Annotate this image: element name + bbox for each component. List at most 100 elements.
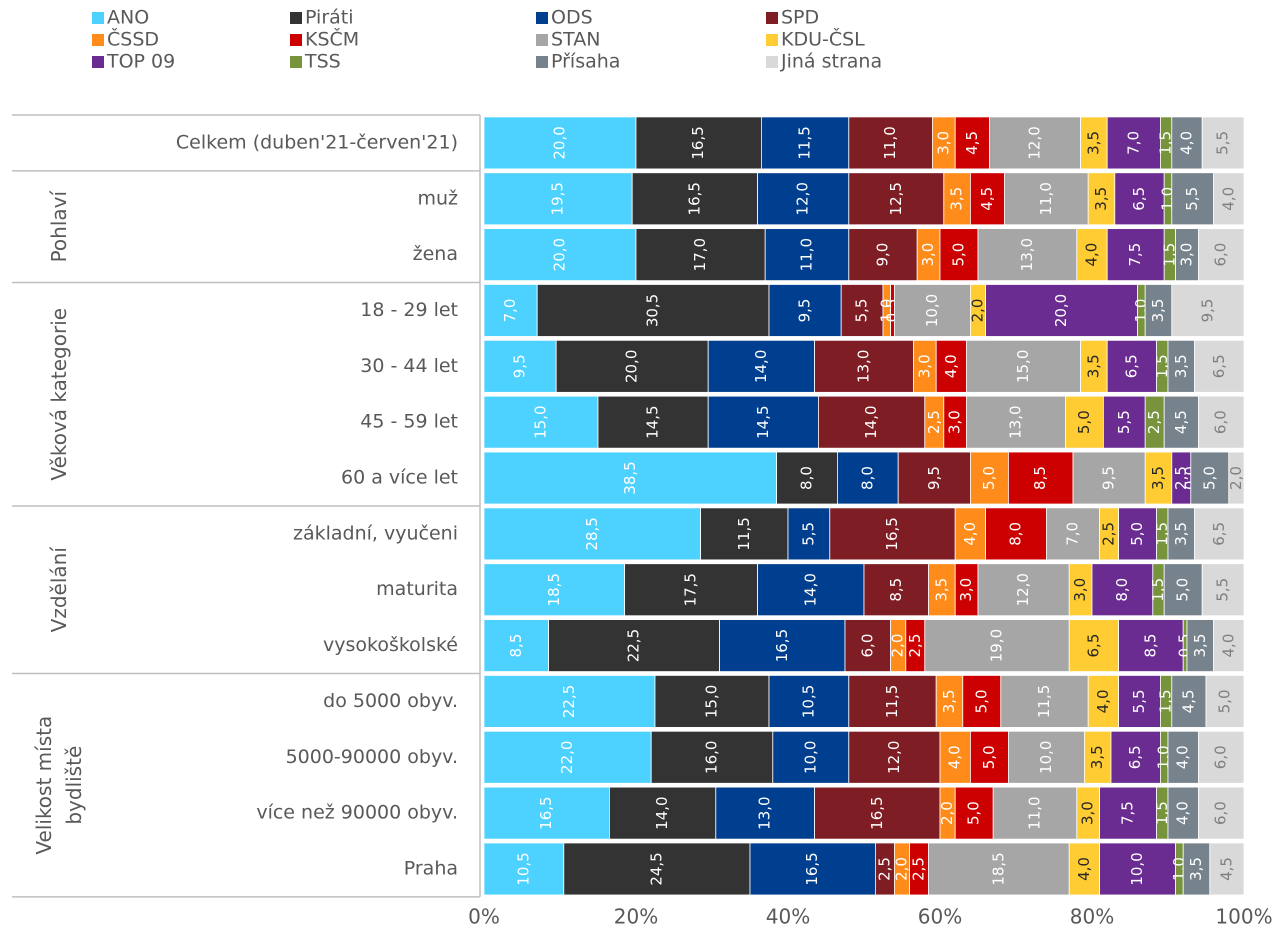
legend-label: ČSSD [107,27,159,51]
legend-label: TOP 09 [106,51,175,73]
value-label: 3,0 [946,410,964,434]
category-label: více než 90000 obyv. [256,802,458,824]
group-label: Pohlaví [47,190,71,263]
bar-segment [1008,730,1085,784]
value-label: 4,0 [1178,131,1196,155]
category-label: do 5000 obyv. [323,690,458,712]
value-label: 2,0 [969,299,987,323]
bar-segment [1198,730,1245,784]
legend-swatch [92,12,104,24]
bar-segment [897,451,971,505]
value-label: 24,5 [647,852,665,885]
bar-segment [764,228,850,282]
legend-swatch [290,56,302,68]
value-label: 6,0 [1212,801,1230,825]
bar-segment [1194,507,1245,561]
bar-segment [1118,675,1161,728]
value-label: 4,0 [946,745,964,769]
value-label: 2,0 [893,857,911,881]
bar-segment [700,507,789,561]
bar-segment [1068,619,1119,672]
value-label: 8,0 [1007,522,1025,546]
legend-label: Přísaha [551,51,620,73]
value-label: 5,0 [950,243,968,267]
bar-segment [707,339,816,393]
value-label: 5,0 [1216,689,1234,713]
bar-segment [935,675,964,728]
value-label: 7,5 [1126,243,1144,267]
value-label: 6,0 [1212,745,1230,769]
x-tick-label: 0% [468,905,500,929]
value-label: 5,0 [1174,578,1192,602]
bar-segment [1171,116,1203,170]
value-label: 4,0 [1174,745,1192,769]
bar-segment [1118,507,1157,561]
value-label: 22,0 [558,741,576,774]
bar-segment [483,786,610,840]
legend-swatch [290,12,302,24]
value-label: 3,5 [1187,857,1205,881]
bar-segment [768,284,842,337]
bar-segment [654,675,770,728]
bar-segment [992,786,1078,840]
legend-label: SPD [781,7,819,29]
value-label: 6,5 [1210,522,1228,546]
category-label: 18 - 29 let [360,299,458,321]
value-label: 5,5 [1214,131,1232,155]
value-label: 5,5 [1183,187,1201,211]
bar-segment [863,563,929,617]
value-label: 11,0 [798,238,816,271]
value-label: 22,5 [625,629,643,662]
value-label: 2,5 [925,410,943,434]
value-label: 5,5 [853,299,871,323]
bar-segment [1171,284,1245,337]
bar-segment [935,339,968,393]
value-label: 20,0 [623,350,641,383]
bar-segment [989,116,1082,170]
x-tick-label: 60% [918,905,962,929]
value-label: 12,5 [887,182,905,215]
value-label: 6,0 [1212,243,1230,267]
value-label: 8,5 [507,634,525,658]
value-label: 3,5 [1191,634,1209,658]
bar-segment [970,730,1009,784]
value-label: 5,0 [972,689,990,713]
bar-segment [1198,786,1245,840]
value-label: 20,0 [551,238,569,271]
value-label: 5,0 [1200,466,1218,490]
bar-segment [1144,284,1173,337]
value-label: 9,5 [796,299,814,323]
value-label: 14,0 [862,405,880,438]
legend-swatch [536,12,548,24]
bar-segment [1076,228,1108,282]
value-label: 16,5 [773,629,791,662]
value-label: 2,5 [1100,522,1118,546]
bar-segment [757,172,850,226]
bar-segment [1106,228,1165,282]
value-label: 28,5 [583,517,601,550]
value-label: 8,0 [858,466,876,490]
bar-segment [848,172,945,226]
bar-segment [1167,507,1196,561]
value-label: 20,0 [551,126,569,159]
category-label: Celkem (duben'21-červen'21) [176,131,458,153]
bar-segment [483,339,557,393]
bar-segment [1091,563,1154,617]
bar-segment [848,730,941,784]
legend-swatch [92,56,104,68]
value-label: 1,5 [1157,689,1175,713]
value-label: 16,5 [883,517,901,550]
value-label: 7,0 [1064,522,1082,546]
x-tick-label: 20% [614,905,658,929]
value-label: 1,5 [1153,354,1171,378]
value-label: 4,0 [961,522,979,546]
bar-segment [757,563,865,617]
bar-segment [1080,116,1108,170]
bar-segment [597,395,709,449]
value-label: 9,5 [1198,299,1216,323]
value-label: 12,0 [794,182,812,215]
value-label: 5,0 [1075,410,1093,434]
legend-label: KSČM [305,27,359,51]
legend-swatch [290,34,302,46]
bar-segment [1228,451,1245,505]
